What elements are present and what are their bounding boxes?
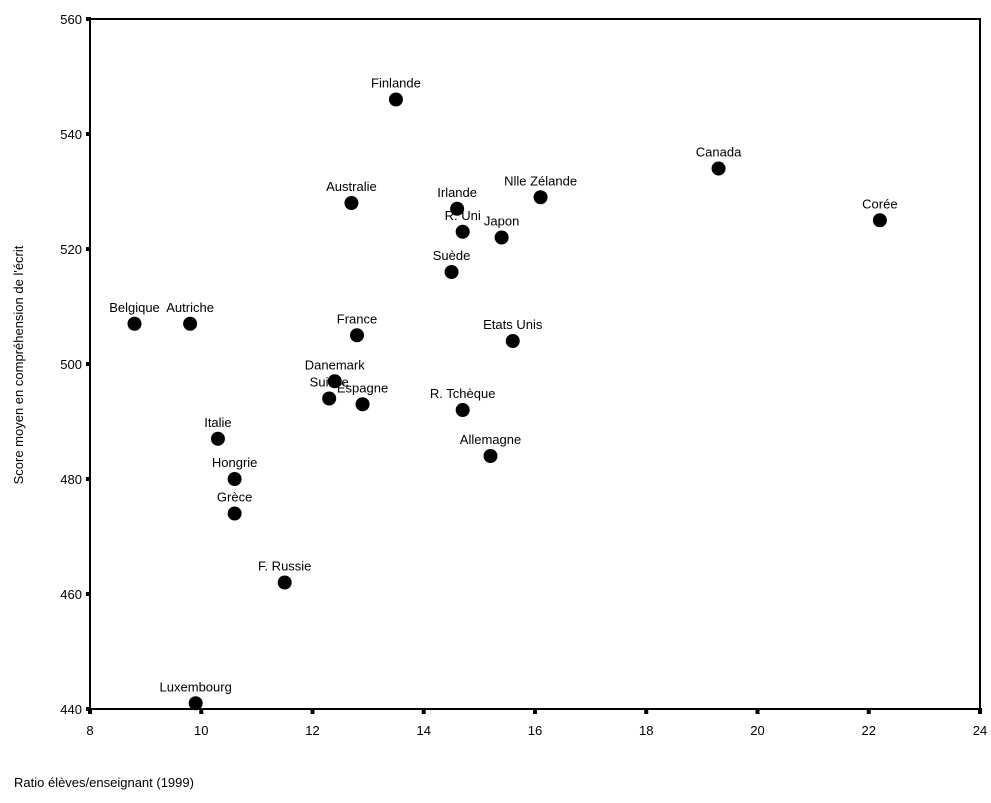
data-point: [533, 190, 548, 205]
x-tick-mark: [533, 708, 537, 714]
x-tick-label: 20: [750, 723, 764, 738]
y-axis-ticks: 440 460 480 500 520 540 560: [60, 12, 91, 717]
y-tick-mark: [86, 17, 91, 21]
data-point-label: Espagne: [337, 380, 388, 395]
data-point: [327, 374, 342, 389]
plot-frame: [89, 18, 981, 710]
data-point-label: Belgique: [109, 300, 160, 315]
x-tick-mark: [866, 708, 871, 714]
data-point: [227, 506, 242, 521]
y-tick-mark: [86, 477, 91, 481]
x-tick-label: 16: [528, 723, 542, 738]
data-point-label: Suède: [433, 248, 471, 263]
y-tick-label: 560: [60, 12, 82, 27]
data-point: [872, 213, 887, 228]
x-tick-label: 24: [973, 723, 987, 738]
x-axis-ticks: 8 10 12 14 16 18 20 22 24: [86, 708, 987, 738]
x-tick-mark: [755, 708, 760, 714]
data-point: [277, 575, 292, 590]
data-point: [455, 224, 470, 239]
data-point-label: Hongrie: [212, 455, 258, 470]
data-point: [388, 92, 403, 107]
data-point: [444, 265, 459, 279]
y-tick-label: 520: [60, 242, 82, 257]
data-point-label: Italie: [204, 415, 231, 430]
data-point-label: Grèce: [217, 490, 252, 505]
data-point: [350, 328, 364, 343]
y-tick-label: 460: [60, 587, 82, 602]
data-point-label: France: [337, 311, 377, 326]
x-tick-label: 10: [194, 723, 208, 738]
data-point-label: Japon: [484, 214, 519, 229]
data-point-label: R. Uni: [445, 208, 481, 223]
data-point-label: Corée: [862, 196, 897, 211]
y-tick-label: 440: [60, 702, 82, 717]
data-point-label: Finlande: [371, 76, 421, 91]
data-point: [127, 316, 142, 331]
data-point: [455, 403, 470, 417]
data-point: [188, 696, 203, 711]
data-point: [483, 449, 498, 463]
data-point-label: Danemark: [305, 357, 365, 372]
y-axis-title: Score moyen en compréhension de l'écrit: [11, 245, 26, 484]
data-point: [494, 230, 509, 245]
data-point: [227, 472, 242, 486]
x-tick-mark: [199, 708, 204, 714]
data-point-label: Suisse: [310, 375, 349, 390]
x-tick-mark: [644, 708, 649, 714]
y-tick-label: 500: [60, 357, 82, 372]
y-tick-label: 480: [60, 472, 82, 487]
data-point-label: Nlle Zélande: [504, 173, 577, 188]
y-tick-mark: [86, 362, 91, 366]
y-tick-mark: [86, 247, 91, 251]
data-point-label: Autriche: [166, 300, 214, 315]
x-tick-mark: [421, 708, 426, 714]
data-points: Finlande Canada Nlle Zélande Australie Irlan…: [109, 76, 898, 711]
x-tick-label: 18: [639, 723, 653, 738]
data-point-label: R. Tchèque: [430, 386, 496, 401]
y-tick-mark: [86, 592, 91, 596]
data-point: [505, 334, 520, 348]
x-tick-label: 14: [417, 723, 431, 738]
data-point: [183, 316, 198, 331]
data-point-label: Irlande: [437, 185, 477, 200]
data-point-label: F. Russie: [258, 559, 311, 574]
x-axis-title: Ratio élèves/enseignant (1999): [14, 775, 194, 790]
data-point-label: Luxembourg: [160, 679, 232, 694]
x-tick-label: 8: [86, 723, 93, 738]
y-tick-mark: [86, 132, 91, 136]
x-tick-label: 12: [305, 723, 319, 738]
x-tick-label: 22: [862, 723, 876, 738]
x-tick-mark: [88, 708, 92, 714]
data-point: [450, 201, 465, 216]
y-tick-label: 540: [60, 127, 82, 142]
data-point: [322, 391, 337, 406]
data-point-label: Canada: [696, 145, 742, 160]
data-point-label: Allemagne: [460, 432, 521, 447]
data-point: [355, 397, 370, 412]
data-point-label: Australie: [326, 179, 377, 194]
data-point: [210, 431, 225, 446]
data-point: [711, 161, 726, 176]
x-tick-mark: [310, 708, 315, 714]
x-tick-mark: [978, 708, 982, 714]
data-point: [344, 196, 359, 210]
data-point-label: Etats Unis: [483, 317, 543, 332]
